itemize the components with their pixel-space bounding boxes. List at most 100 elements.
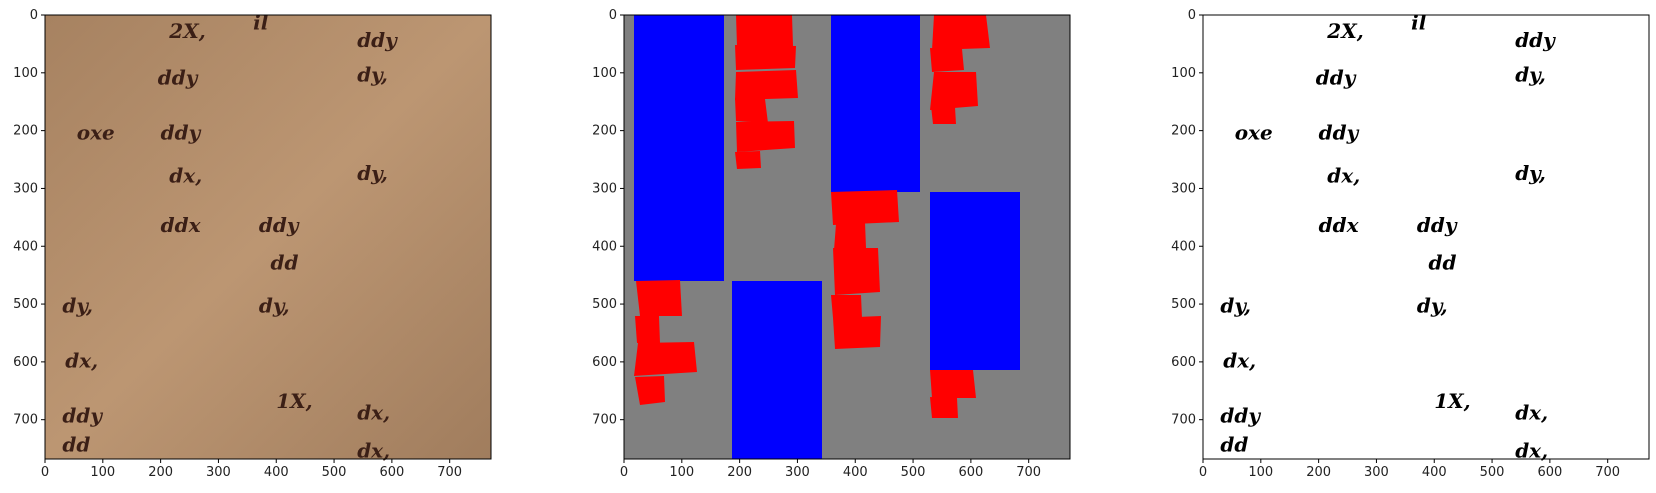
handwritten-word: dx, bbox=[1515, 401, 1548, 425]
x-tick-label: 400 bbox=[1422, 465, 1447, 480]
word-box bbox=[831, 295, 862, 318]
original-frame bbox=[44, 14, 492, 460]
y-tick-label: 0 bbox=[1188, 8, 1196, 23]
handwritten-word: dy, bbox=[1417, 294, 1448, 318]
x-tick-label: 100 bbox=[90, 465, 115, 480]
x-tick-label: 400 bbox=[843, 465, 868, 480]
handwritten-word: dy, bbox=[1515, 161, 1546, 185]
y-tick-label: 200 bbox=[1171, 124, 1196, 139]
segmentation-frame bbox=[623, 14, 1071, 460]
y-tick-label: 600 bbox=[13, 355, 38, 370]
handwritten-word: 1X, bbox=[1434, 389, 1470, 413]
y-tick-label: 300 bbox=[1171, 181, 1196, 196]
y-tick-label: 300 bbox=[592, 181, 617, 196]
y-tick-label: 500 bbox=[1171, 297, 1196, 312]
x-tick-label: 0 bbox=[41, 465, 49, 480]
x-tick-label: 0 bbox=[1199, 465, 1207, 480]
y-tick-label: 400 bbox=[1171, 239, 1196, 254]
handwritten-word: ddy bbox=[1220, 404, 1261, 428]
x-tick-label: 500 bbox=[322, 465, 347, 480]
word-box bbox=[932, 15, 990, 50]
y-tick-label: 200 bbox=[592, 124, 617, 139]
handwritten-word: dy, bbox=[259, 294, 290, 318]
handwritten-word: oxe bbox=[1235, 120, 1273, 144]
y-tick-label: 700 bbox=[592, 413, 617, 428]
word-box bbox=[735, 98, 768, 123]
x-tick-label: 700 bbox=[437, 465, 462, 480]
x-tick-label: 700 bbox=[1595, 465, 1620, 480]
x-tick-label: 300 bbox=[1364, 465, 1389, 480]
binarized-image bbox=[1203, 15, 1649, 459]
handwritten-word: ddy bbox=[357, 28, 398, 52]
panel-original: 2X, il ddy dy, ddy ddy oxe dx, ddx ddy dy, dy, dy, dd… bbox=[44, 10, 492, 462]
word-box bbox=[736, 121, 795, 152]
handwritten-word: dx, bbox=[357, 401, 390, 425]
word-box bbox=[636, 280, 682, 316]
x-tick-label: 400 bbox=[264, 465, 289, 480]
handwritten-word: ddy bbox=[161, 120, 202, 144]
handwritten-word: dy, bbox=[1220, 294, 1251, 318]
y-tick-label: 100 bbox=[1171, 66, 1196, 81]
x-tick-label: 600 bbox=[1537, 465, 1562, 480]
binarized-frame bbox=[1202, 14, 1650, 460]
word-box bbox=[736, 15, 793, 47]
word-box bbox=[635, 316, 660, 343]
word-box bbox=[735, 151, 761, 169]
word-box bbox=[735, 45, 796, 70]
handwritten-word: dd bbox=[1220, 432, 1248, 456]
y-tick-label: 300 bbox=[13, 181, 38, 196]
y-tick-label: 100 bbox=[13, 66, 38, 81]
handwritten-word: ddy bbox=[1417, 213, 1458, 237]
handwritten-word: 1X, bbox=[276, 389, 312, 413]
y-tick-label: 700 bbox=[1171, 413, 1196, 428]
original-stain bbox=[45, 15, 491, 459]
handwritten-word: ddy bbox=[1515, 28, 1556, 52]
handwritten-word: dx, bbox=[169, 164, 202, 188]
word-box bbox=[930, 72, 978, 110]
text-block bbox=[930, 192, 1020, 370]
y-tick-label: 500 bbox=[13, 297, 38, 312]
word-box bbox=[930, 370, 976, 398]
handwritten-word: dd bbox=[1428, 250, 1456, 274]
handwritten-word: il bbox=[1411, 10, 1427, 34]
text-block bbox=[831, 15, 920, 192]
y-tick-label: 700 bbox=[13, 413, 38, 428]
word-box bbox=[735, 70, 798, 100]
word-box bbox=[831, 190, 899, 225]
x-tick-label: 700 bbox=[1016, 465, 1041, 480]
handwritten-word: dx, bbox=[65, 349, 98, 373]
word-box bbox=[833, 248, 880, 295]
x-tick-label: 600 bbox=[958, 465, 983, 480]
word-box bbox=[930, 397, 958, 418]
text-block bbox=[732, 281, 822, 459]
x-tick-label: 600 bbox=[379, 465, 404, 480]
x-tick-label: 100 bbox=[1248, 465, 1273, 480]
handwritten-word: il bbox=[253, 10, 269, 34]
handwritten-word: 2X, bbox=[1326, 19, 1363, 43]
x-tick-label: 500 bbox=[901, 465, 926, 480]
y-tick-label: 400 bbox=[13, 239, 38, 254]
word-box bbox=[834, 222, 866, 250]
handwritten-word: dx, bbox=[1327, 164, 1360, 188]
handwritten-word: dy, bbox=[62, 294, 93, 318]
y-tick-label: 100 bbox=[592, 66, 617, 81]
y-tick-label: 600 bbox=[592, 355, 617, 370]
word-box bbox=[634, 342, 697, 376]
handwritten-word: ddy bbox=[1316, 65, 1357, 89]
x-tick-label: 300 bbox=[206, 465, 231, 480]
binarized-handwriting: 2X, il ddy dy, ddy ddy oxe dx, ddx ddy dy, dy, dy, dd… bbox=[1220, 10, 1556, 462]
word-box bbox=[833, 316, 881, 349]
handwritten-word: dx, bbox=[1223, 349, 1256, 373]
handwritten-word: ddy bbox=[1319, 120, 1360, 144]
handwritten-word: ddy bbox=[259, 213, 300, 237]
handwritten-word: dx, bbox=[1515, 438, 1548, 462]
x-tick-label: 200 bbox=[727, 465, 752, 480]
x-tick-label: 200 bbox=[148, 465, 173, 480]
x-tick-label: 500 bbox=[1480, 465, 1505, 480]
handwritten-word: 2X, bbox=[168, 19, 205, 43]
word-box bbox=[930, 48, 964, 72]
y-tick-label: 0 bbox=[609, 8, 617, 23]
handwritten-word: dy, bbox=[357, 161, 388, 185]
word-box bbox=[635, 376, 665, 405]
handwritten-word: dx, bbox=[357, 438, 390, 462]
